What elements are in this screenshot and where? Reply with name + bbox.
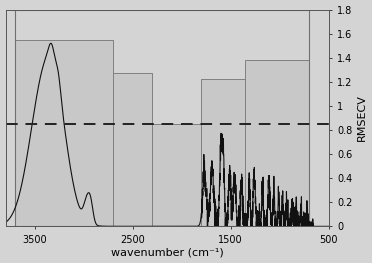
Y-axis label: RMSECV: RMSECV — [356, 94, 366, 141]
Bar — [113, 73, 153, 226]
Bar — [246, 60, 309, 226]
X-axis label: wavenumber (cm⁻¹): wavenumber (cm⁻¹) — [111, 247, 224, 257]
Bar — [201, 79, 246, 226]
Bar — [15, 40, 113, 226]
Bar — [153, 124, 201, 226]
